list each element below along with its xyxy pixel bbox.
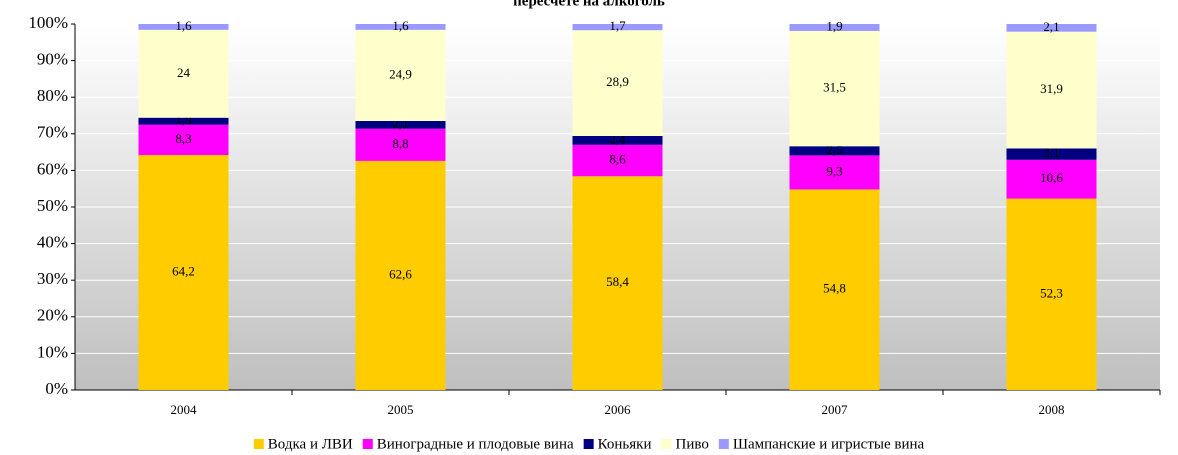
legend-swatch — [583, 439, 594, 449]
bar-segment — [355, 120, 446, 129]
y-tick-label: 20% — [37, 306, 68, 325]
data-label: 24,9 — [389, 66, 412, 81]
data-label: 1,9 — [826, 18, 842, 33]
x-tick-label: 2004 — [171, 402, 198, 417]
legend-swatch — [718, 439, 729, 449]
legend-swatch — [253, 439, 264, 449]
data-label: 1,7 — [609, 18, 626, 33]
legend-label: Водка и ЛВИ — [268, 436, 353, 452]
bar-segment — [789, 30, 880, 147]
y-tick-label: 0% — [45, 379, 68, 398]
y-tick-label: 100% — [28, 13, 68, 32]
legend-label: Коньяки — [598, 436, 652, 452]
bar-segment — [572, 30, 663, 136]
data-label: 8,6 — [609, 152, 626, 167]
bar-segment — [1006, 198, 1097, 390]
bar-segment — [789, 189, 880, 390]
y-tick-label: 40% — [37, 233, 68, 252]
data-label: 10,6 — [1040, 170, 1063, 185]
bar-segment — [1006, 24, 1097, 32]
bar-segment — [789, 155, 880, 190]
bar-segment — [1006, 159, 1097, 199]
y-tick-label: 90% — [37, 50, 68, 69]
bar-segment — [138, 29, 229, 118]
bar-segment — [572, 135, 663, 145]
bar-segment — [355, 29, 446, 121]
bar-segment — [138, 24, 229, 30]
bar-segment — [572, 176, 663, 390]
data-label: 1,6 — [392, 18, 409, 33]
legend-label: Шампанские и игристые вина — [733, 436, 925, 452]
data-label: 62,6 — [389, 266, 412, 281]
data-label: 58,4 — [606, 274, 629, 289]
bar-segment — [138, 117, 229, 125]
y-tick-label: 60% — [37, 159, 68, 178]
data-label: 3,1 — [1043, 145, 1059, 160]
data-label: 54,8 — [823, 281, 846, 296]
bar-segment — [355, 24, 446, 30]
data-label: 1,6 — [175, 18, 192, 33]
x-tick-label: 2008 — [1039, 402, 1065, 417]
y-tick-label: 80% — [37, 86, 68, 105]
data-label: 2,1 — [1043, 19, 1059, 34]
y-tick-label: 10% — [37, 342, 68, 361]
data-label: 28,9 — [606, 74, 629, 89]
bar-segment — [572, 24, 663, 31]
data-label: 8,8 — [392, 136, 408, 151]
data-label: 31,5 — [823, 80, 846, 95]
data-label: 8,3 — [175, 131, 191, 146]
legend-swatch — [362, 439, 373, 449]
legend-label: Пиво — [675, 436, 708, 452]
y-tick-label: 50% — [37, 196, 68, 215]
y-tick-label: 70% — [37, 123, 68, 142]
bar-segment — [355, 128, 446, 161]
bar-segment — [789, 146, 880, 156]
bar-segment — [789, 24, 880, 31]
data-label: 52,3 — [1040, 285, 1063, 300]
chart-title: пересчете на алкоголь — [513, 0, 665, 9]
x-tick-label: 2007 — [822, 402, 849, 417]
data-label: 31,9 — [1040, 81, 1063, 96]
legend-swatch — [661, 439, 672, 449]
bar-segment — [1006, 148, 1097, 160]
bar-segment — [572, 144, 663, 177]
data-label: 64,2 — [172, 263, 195, 278]
bar-segment — [355, 160, 446, 390]
bar-segment — [138, 155, 229, 390]
bar-segment — [138, 124, 229, 156]
data-label: 9,3 — [826, 163, 842, 178]
x-tick-label: 2006 — [605, 402, 632, 417]
legend-label: Виноградные и плодовые вина — [377, 436, 574, 452]
bar-segment — [1006, 31, 1097, 149]
x-tick-label: 2005 — [388, 402, 414, 417]
data-label: 24 — [177, 65, 191, 80]
y-tick-label: 30% — [37, 269, 68, 288]
